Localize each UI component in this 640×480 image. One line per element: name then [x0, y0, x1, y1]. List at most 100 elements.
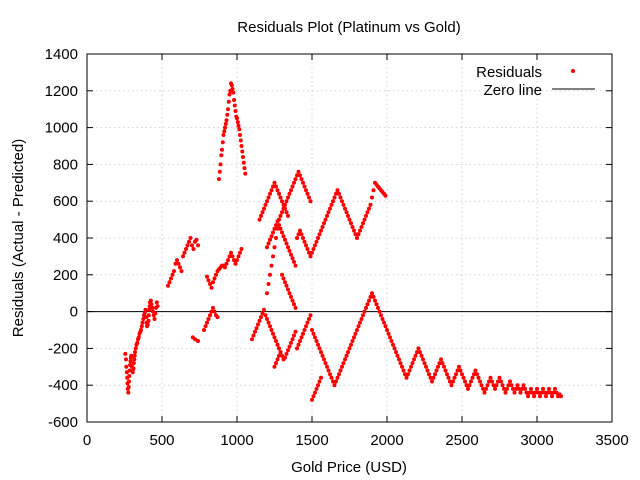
residual-point: [331, 199, 335, 204]
residual-point: [316, 342, 320, 347]
residual-point: [359, 317, 364, 321]
residual-point: [328, 372, 332, 377]
residual-point: [209, 285, 214, 290]
residual-point: [521, 383, 526, 388]
residual-point: [131, 366, 136, 371]
residual-point: [505, 386, 509, 391]
residual-point: [172, 269, 176, 274]
residual-point: [287, 248, 292, 253]
residual-point: [127, 374, 132, 378]
residual-point: [272, 180, 277, 185]
residual-point: [220, 140, 225, 145]
residual-point: [130, 370, 135, 375]
residual-point: [469, 379, 473, 384]
residual-point: [332, 195, 337, 200]
residual-point: [215, 315, 220, 320]
residual-point: [191, 247, 196, 251]
residual-point: [313, 335, 317, 340]
residual-point: [379, 313, 383, 318]
residual-point: [343, 357, 347, 362]
residual-point: [233, 261, 238, 266]
residual-point: [301, 180, 305, 185]
residual-point: [179, 269, 184, 274]
residual-point: [319, 350, 323, 355]
residual-point: [518, 390, 523, 395]
residual-point: [457, 364, 461, 369]
residual-point: [281, 202, 286, 207]
y-tick-label: 1400: [45, 46, 78, 63]
residual-point: [536, 390, 541, 395]
residual-point: [280, 230, 284, 235]
residual-point: [523, 386, 527, 391]
residual-point: [187, 239, 191, 244]
residual-point: [299, 335, 304, 340]
residual-point: [485, 383, 490, 388]
residual-point: [128, 359, 133, 364]
chart-title: Residuals Plot (Platinum vs Gold): [237, 19, 460, 36]
residual-point: [205, 320, 209, 325]
residual-point: [269, 234, 274, 239]
residual-point: [361, 221, 365, 226]
residual-point: [298, 339, 302, 343]
residual-point: [302, 239, 307, 244]
residual-point: [446, 375, 451, 380]
residual-point: [268, 191, 272, 196]
residual-point: [409, 364, 413, 369]
residual-point: [154, 300, 159, 305]
residual-point: [277, 191, 281, 196]
residual-point: [139, 324, 144, 329]
residual-point: [419, 353, 424, 358]
residual-point: [541, 386, 545, 391]
residual-point: [542, 390, 547, 395]
residual-point: [146, 313, 151, 318]
residual-point: [340, 199, 344, 204]
residual-point: [239, 247, 244, 251]
residual-point: [265, 291, 269, 296]
residual-point: [274, 184, 278, 189]
residual-point: [271, 184, 275, 189]
y-tick-label: -200: [48, 340, 78, 357]
residual-point: [401, 368, 406, 373]
residual-point: [290, 184, 295, 189]
residual-point: [395, 353, 400, 358]
residual-point: [412, 357, 416, 362]
residual-point: [126, 385, 131, 389]
residual-point: [139, 328, 143, 332]
residual-point: [493, 386, 497, 391]
residual-point: [397, 357, 401, 362]
residual-point: [242, 166, 247, 171]
residual-point: [175, 258, 179, 263]
residual-point: [275, 342, 280, 347]
residual-point: [225, 112, 230, 117]
residual-point: [206, 278, 211, 283]
residual-point: [129, 353, 134, 358]
residual-point: [224, 118, 229, 123]
residual-point: [296, 232, 301, 237]
residual-point: [238, 138, 243, 143]
residual-point: [329, 202, 334, 207]
residual-point: [293, 305, 298, 310]
residual-point: [524, 390, 529, 395]
residual-point: [209, 309, 214, 314]
residual-point: [509, 383, 514, 388]
residual-point: [262, 206, 266, 211]
residual-point: [299, 177, 304, 182]
residual-point: [320, 225, 325, 229]
residual-point: [173, 261, 178, 266]
residual-points: [123, 81, 563, 402]
residual-point: [355, 236, 359, 240]
residual-point: [443, 368, 448, 373]
residual-point: [377, 309, 382, 314]
residual-point: [227, 92, 232, 97]
residual-point: [292, 302, 296, 307]
residual-point: [131, 361, 136, 366]
residual-point: [530, 390, 535, 395]
residual-point: [194, 237, 199, 242]
residual-point: [385, 328, 389, 332]
x-tick-label: 2500: [445, 432, 478, 449]
residual-point: [235, 258, 239, 263]
residual-point: [512, 390, 517, 395]
residual-point: [383, 193, 388, 198]
residual-point: [240, 149, 245, 154]
residual-point: [181, 254, 185, 259]
